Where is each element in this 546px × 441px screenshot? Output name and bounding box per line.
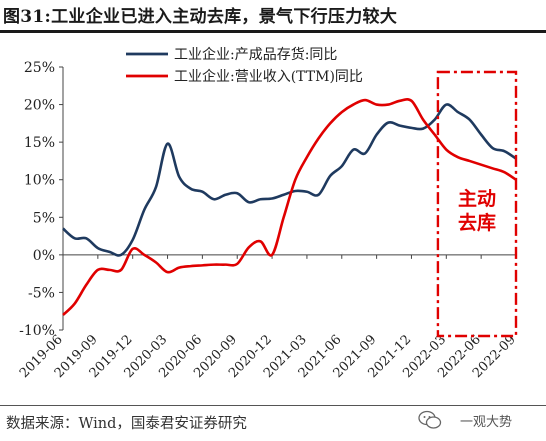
footer-rule [0,405,546,406]
y-tick-label: 15% [24,135,55,151]
figure-title: 图31:工业企业已进入主动去库，景气下行压力较大 [3,7,398,27]
y-tick-label: 0% [33,248,55,264]
line-chart: -10%-5%0%5%10%15%20%25%2019-062019-09201… [17,46,519,381]
wechat-icon [418,410,442,430]
legend-label: 工业企业:产成品存货:同比 [174,46,337,63]
y-tick-label: 10% [24,173,55,189]
y-tick-label: -5% [28,285,55,301]
y-tick-label: 20% [24,98,55,114]
annotation-label: 去库 [458,211,496,234]
watermark: 一观大势 [418,410,512,430]
y-tick-label: -10% [19,323,55,339]
series-line-inventory [62,103,517,257]
title-rule [0,30,546,33]
annotation-box [436,70,518,338]
y-tick-label: 25% [24,60,55,76]
y-tick-label: 5% [33,210,55,226]
annotation-label: 主动 [458,188,496,210]
watermark-text: 一观大势 [460,414,513,430]
series-line-revenue [62,97,517,316]
data-source-note: 数据来源：Wind，国泰君安证券研究 [6,416,247,432]
legend-label: 工业企业:营业收入(TTM)同比 [174,68,363,85]
